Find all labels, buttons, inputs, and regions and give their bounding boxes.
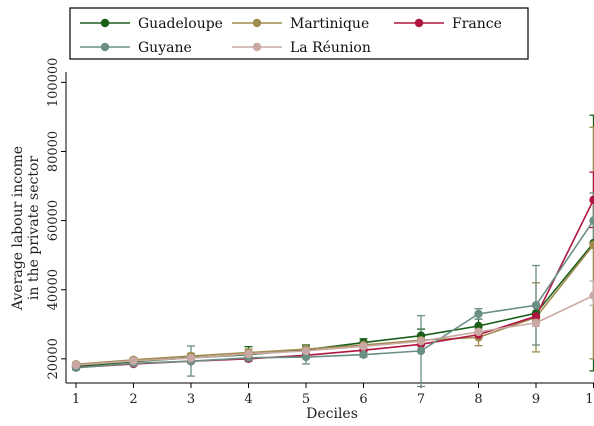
series-line-guyane	[75, 220, 594, 369]
x-tick-label: 10	[585, 392, 594, 407]
legend-item-guadeloupe: Guadeloupe	[80, 16, 223, 32]
point-la-r-union	[129, 356, 138, 366]
legend-label: France	[452, 16, 502, 32]
point-la-r-union	[301, 346, 311, 356]
legend-box	[69, 7, 529, 60]
legend-marker	[100, 42, 110, 52]
y-ticks: 20000 40000 60000 80000 100000	[46, 58, 66, 379]
y-axis-title-line-2: in the private sector	[26, 156, 42, 300]
x-tick-label: 3	[187, 392, 195, 407]
point-la-r-union	[474, 327, 483, 337]
series-lines	[75, 199, 594, 369]
legend-label: La Réunion	[290, 40, 371, 56]
series-line-la-r-union	[75, 294, 594, 366]
x-tick-label: 9	[532, 392, 540, 407]
point-la-r-union	[244, 349, 253, 359]
point-guyane	[416, 346, 426, 356]
point-la-r-union	[71, 360, 81, 370]
point-guyane	[474, 309, 483, 319]
point-la-r-union	[589, 291, 594, 300]
legend: Guadeloupe Martinique France Guyane La Réuni…	[80, 16, 502, 56]
x-ticks: 1 2 3 4 5 6 7 8 9 10	[72, 383, 594, 407]
legend-item-france: France	[394, 16, 502, 32]
series-line-martinique	[75, 244, 594, 366]
series-line-france	[75, 199, 594, 369]
y-tick-label: 80000	[46, 131, 61, 172]
legend-marker	[252, 42, 262, 52]
x-tick-label: 5	[302, 392, 310, 407]
legend-item-guyane: Guyane	[80, 40, 192, 56]
legend-label: Guadeloupe	[138, 16, 223, 32]
x-tick-label: 7	[417, 392, 425, 407]
y-tick-label: 100000	[46, 58, 61, 108]
legend-item-martinique: Martinique	[232, 16, 369, 32]
x-tick-label: 1	[72, 392, 80, 407]
point-la-r-union	[416, 336, 426, 346]
point-guyane	[359, 350, 368, 359]
point-guyane	[589, 216, 594, 225]
point-la-r-union	[359, 342, 368, 351]
legend-label: Guyane	[138, 40, 192, 56]
point-france	[589, 195, 594, 205]
point-guyane	[531, 301, 541, 310]
point-guadeloupe	[474, 321, 483, 331]
y-axis-title-line-1: Average labour income	[10, 146, 26, 311]
x-tick-label: 6	[359, 392, 367, 407]
point-la-r-union	[186, 353, 196, 363]
point-guyane	[301, 352, 311, 362]
x-axis-title: Deciles	[306, 406, 358, 422]
legend-marker	[252, 18, 262, 28]
data-points	[71, 195, 594, 372]
y-axis-title: Average labour income in the private sec…	[10, 146, 42, 311]
legend-item-la-r-union: La Réunion	[232, 40, 371, 56]
x-tick-label: 2	[129, 392, 137, 407]
legend-marker	[100, 18, 110, 28]
y-tick-label: 40000	[46, 269, 61, 310]
x-tick-label: 8	[474, 392, 482, 407]
x-tick-label: 4	[244, 392, 252, 407]
y-tick-label: 20000	[46, 338, 61, 379]
legend-label: Martinique	[290, 16, 369, 32]
y-tick-label: 60000	[46, 200, 61, 241]
legend-marker	[414, 18, 424, 28]
point-la-r-union	[531, 318, 541, 328]
point-martinique	[589, 240, 594, 249]
point-france	[531, 312, 541, 321]
